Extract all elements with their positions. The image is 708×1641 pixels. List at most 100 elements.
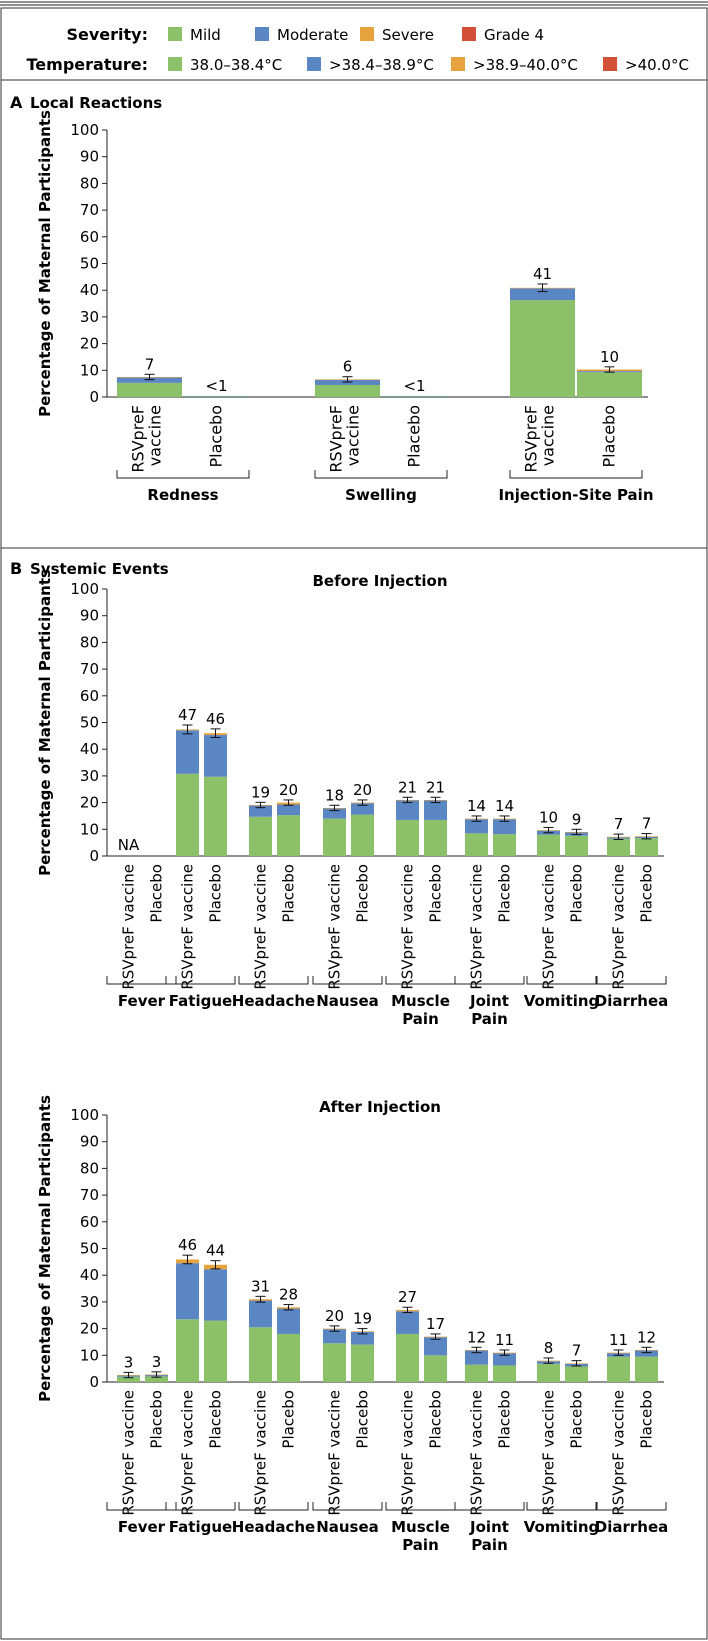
- group-label: Vomiting: [524, 992, 600, 1010]
- bar-segment: [117, 377, 182, 383]
- bar-segment: [493, 834, 516, 856]
- group-bracket: [596, 1502, 667, 1511]
- group-label: Swelling: [345, 486, 417, 504]
- y-tick-label: 70: [80, 201, 99, 219]
- bar-segment: [351, 814, 374, 856]
- bar-segment: [396, 1311, 419, 1334]
- legend-swatch: [451, 57, 465, 71]
- bar-value-label: 11: [609, 1331, 628, 1349]
- bar-value-label: 6: [343, 358, 353, 376]
- bar-value-label: <1: [205, 377, 227, 395]
- bar-value-label: 17: [426, 1315, 445, 1333]
- group-bracket: [526, 976, 597, 985]
- severity-legend-label: Severity:: [66, 25, 148, 44]
- category-label: Placebo: [496, 1390, 514, 1449]
- bar-segment: [145, 1376, 168, 1382]
- bar-segment: [323, 818, 346, 856]
- bar-value-label: 21: [398, 778, 417, 796]
- bar-value-label: 3: [124, 1353, 134, 1371]
- bar-segment: [249, 1300, 272, 1328]
- group-label: Fever: [118, 1518, 166, 1536]
- bar-segment: [465, 819, 488, 834]
- legend-item-label: Grade 4: [484, 26, 544, 44]
- bar-segment: [465, 1350, 488, 1365]
- group-bracket: [106, 976, 177, 985]
- group-label: Fatigue: [169, 1518, 232, 1536]
- y-tick-label: 100: [70, 1106, 99, 1124]
- bar-value-label: 44: [206, 1242, 225, 1260]
- y-tick-label: 0: [89, 388, 99, 406]
- y-tick-label: 30: [80, 308, 99, 326]
- category-label: Placebo: [354, 864, 372, 923]
- category-label: Placebo: [427, 1390, 445, 1449]
- group-bracket: [106, 1502, 177, 1511]
- y-tick-label: 60: [80, 228, 99, 246]
- category-label-line: RSVpreF: [129, 405, 148, 473]
- bar-segment: [396, 819, 419, 856]
- bar-value-label: 41: [533, 265, 552, 283]
- group-label: Pain: [402, 1536, 439, 1554]
- y-tick-label: 0: [89, 847, 99, 865]
- y-axis-label: Percentage of Maternal Participants: [36, 1095, 54, 1402]
- y-tick-label: 60: [80, 687, 99, 705]
- y-tick-label: 10: [80, 1346, 99, 1364]
- category-label-line: vaccine: [539, 405, 558, 466]
- category-label-line: vaccine: [146, 405, 165, 466]
- group-bracket: [116, 470, 250, 479]
- bar-segment: [351, 803, 374, 815]
- category-label: RSVpreF vaccine: [179, 1390, 197, 1516]
- bar-value-label: 7: [145, 355, 155, 373]
- y-tick-label: 80: [80, 174, 99, 192]
- chart-2: Before Injection 0 10 20 30 40 50 60 70 80 90 100 Pe…: [36, 569, 668, 1028]
- legend-item-label: Moderate: [277, 26, 348, 44]
- category-label: Placebo: [148, 1390, 166, 1449]
- y-tick-label: 30: [80, 1293, 99, 1311]
- bar-segment: [577, 372, 642, 397]
- bar-value-label: 18: [325, 786, 344, 804]
- bar-segment: [635, 1350, 658, 1357]
- bar-value-label: <1: [403, 377, 425, 395]
- bar-value-label: 7: [614, 815, 624, 833]
- y-tick-label: 40: [80, 1266, 99, 1284]
- bar-segment: [315, 384, 380, 397]
- y-tick-label: 30: [80, 767, 99, 785]
- group-bracket: [509, 470, 643, 479]
- bar-segment: [176, 730, 199, 774]
- group-bracket: [165, 1502, 236, 1511]
- bar-value-label: 7: [642, 815, 652, 833]
- category-label: Placebo: [568, 1390, 586, 1449]
- legend-swatch: [603, 57, 617, 71]
- group-label: Joint: [469, 992, 509, 1010]
- legend-swatch: [168, 27, 182, 41]
- group-label: Vomiting: [524, 1518, 600, 1536]
- y-tick-label: 100: [70, 121, 99, 139]
- bar-value-label: 19: [251, 783, 270, 801]
- category-label-line: RSVpreF: [327, 405, 346, 473]
- group-bracket: [596, 976, 667, 985]
- group-bracket: [238, 1502, 309, 1511]
- bar-segment: [184, 396, 249, 397]
- legend-swatch: [360, 27, 374, 41]
- bar-segment: [277, 1308, 300, 1334]
- group-label: Nausea: [316, 1518, 379, 1536]
- bar-value-label: 10: [600, 348, 619, 366]
- y-tick-label: 10: [80, 361, 99, 379]
- y-tick-label: 50: [80, 1240, 99, 1258]
- bar-segment: [635, 1356, 658, 1382]
- category-label-line: vaccine: [344, 405, 363, 466]
- group-bracket: [454, 1502, 525, 1511]
- bar-segment: [510, 300, 575, 397]
- group-label: Fatigue: [169, 992, 232, 1010]
- legend-swatch: [255, 27, 269, 41]
- group-label: Joint: [469, 1518, 509, 1536]
- group-bracket: [385, 976, 456, 985]
- bar-segment: [204, 735, 227, 777]
- bar-value-label: 12: [637, 1328, 656, 1346]
- bar-value-label: 10: [539, 808, 558, 826]
- bar-segment: [565, 835, 588, 856]
- chart-3: After Injection 0 10 20 30 40 50 60 70 80 90 100 Per…: [36, 1095, 668, 1554]
- bar-segment: [424, 1355, 447, 1382]
- category-label: RSVpreF vaccine: [468, 864, 486, 990]
- y-tick-label: 20: [80, 335, 99, 353]
- category-label: Placebo: [207, 405, 226, 467]
